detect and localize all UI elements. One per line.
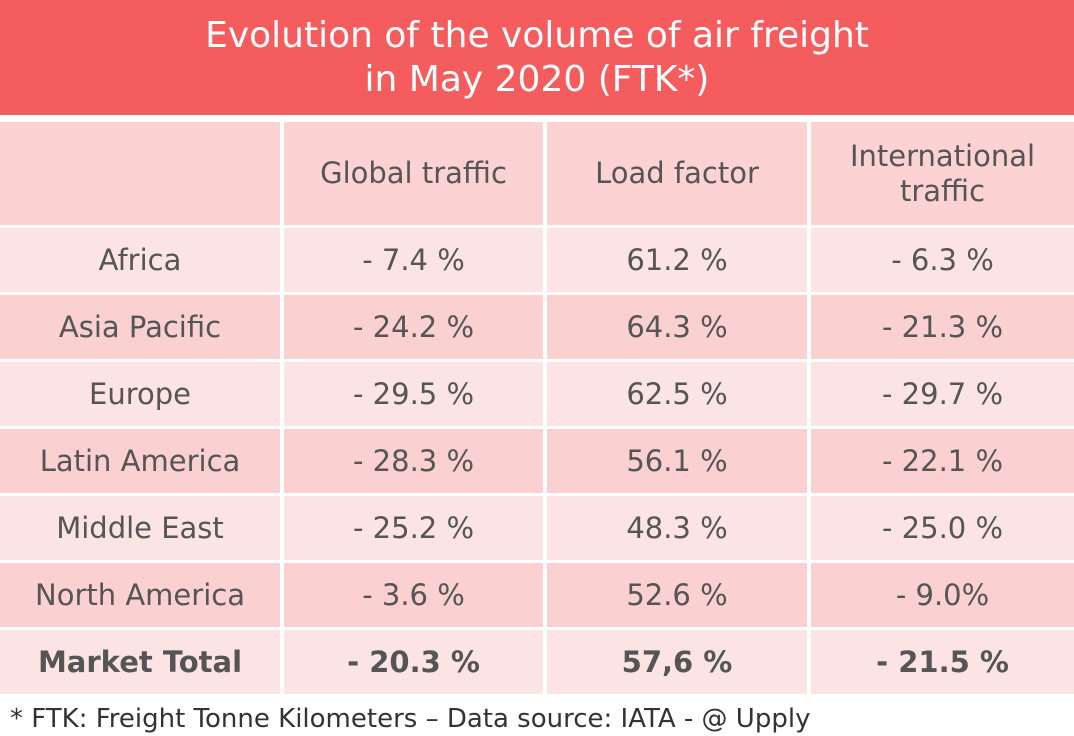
table-cell: 64.3 %: [547, 295, 807, 359]
row-label: North America: [0, 563, 280, 627]
footer-note: * FTK: Freight Tonne Kilometers – Data s…: [10, 704, 811, 734]
table-cell: - 3.6 %: [284, 563, 543, 627]
table-cell: - 29.5 %: [284, 362, 543, 426]
table-cell: - 9.0%: [811, 563, 1074, 627]
table-cell: 48.3 %: [547, 496, 807, 560]
table-cell: - 7.4 %: [284, 228, 543, 292]
title-line: Evolution of the volume of air freight: [205, 14, 869, 56]
total-cell: - 20.3 %: [284, 630, 543, 694]
table-cell: - 25.0 %: [811, 496, 1074, 560]
title-band: Evolution of the volume of air freight i…: [0, 0, 1074, 115]
total-cell: - 21.5 %: [811, 630, 1074, 694]
header-cell: Load factor: [547, 122, 807, 225]
row-label: Africa: [0, 228, 280, 292]
total-label: Market Total: [0, 630, 280, 694]
table-cell: - 29.7 %: [811, 362, 1074, 426]
table: Global traffic Load factor International t…: [0, 122, 1074, 694]
table-cell: 61.2 %: [547, 228, 807, 292]
row-label: Middle East: [0, 496, 280, 560]
table-cell: - 28.3 %: [284, 429, 543, 493]
table-cell: - 22.1 %: [811, 429, 1074, 493]
table-cell: - 6.3 %: [811, 228, 1074, 292]
header-cell: [0, 122, 280, 225]
table-cell: 62.5 %: [547, 362, 807, 426]
table-cell: 56.1 %: [547, 429, 807, 493]
total-cell: 57,6 %: [547, 630, 807, 694]
table-cell: - 25.2 %: [284, 496, 543, 560]
row-label: Latin America: [0, 429, 280, 493]
row-label: Asia Pacific: [0, 295, 280, 359]
table-cell: - 24.2 %: [284, 295, 543, 359]
header-cell: International traffic: [811, 122, 1074, 225]
table-cell: - 21.3 %: [811, 295, 1074, 359]
row-label: Europe: [0, 362, 280, 426]
table-cell: 52.6 %: [547, 563, 807, 627]
header-cell: Global traffic: [284, 122, 543, 225]
title-line: in May 2020 (FTK*): [364, 58, 710, 100]
